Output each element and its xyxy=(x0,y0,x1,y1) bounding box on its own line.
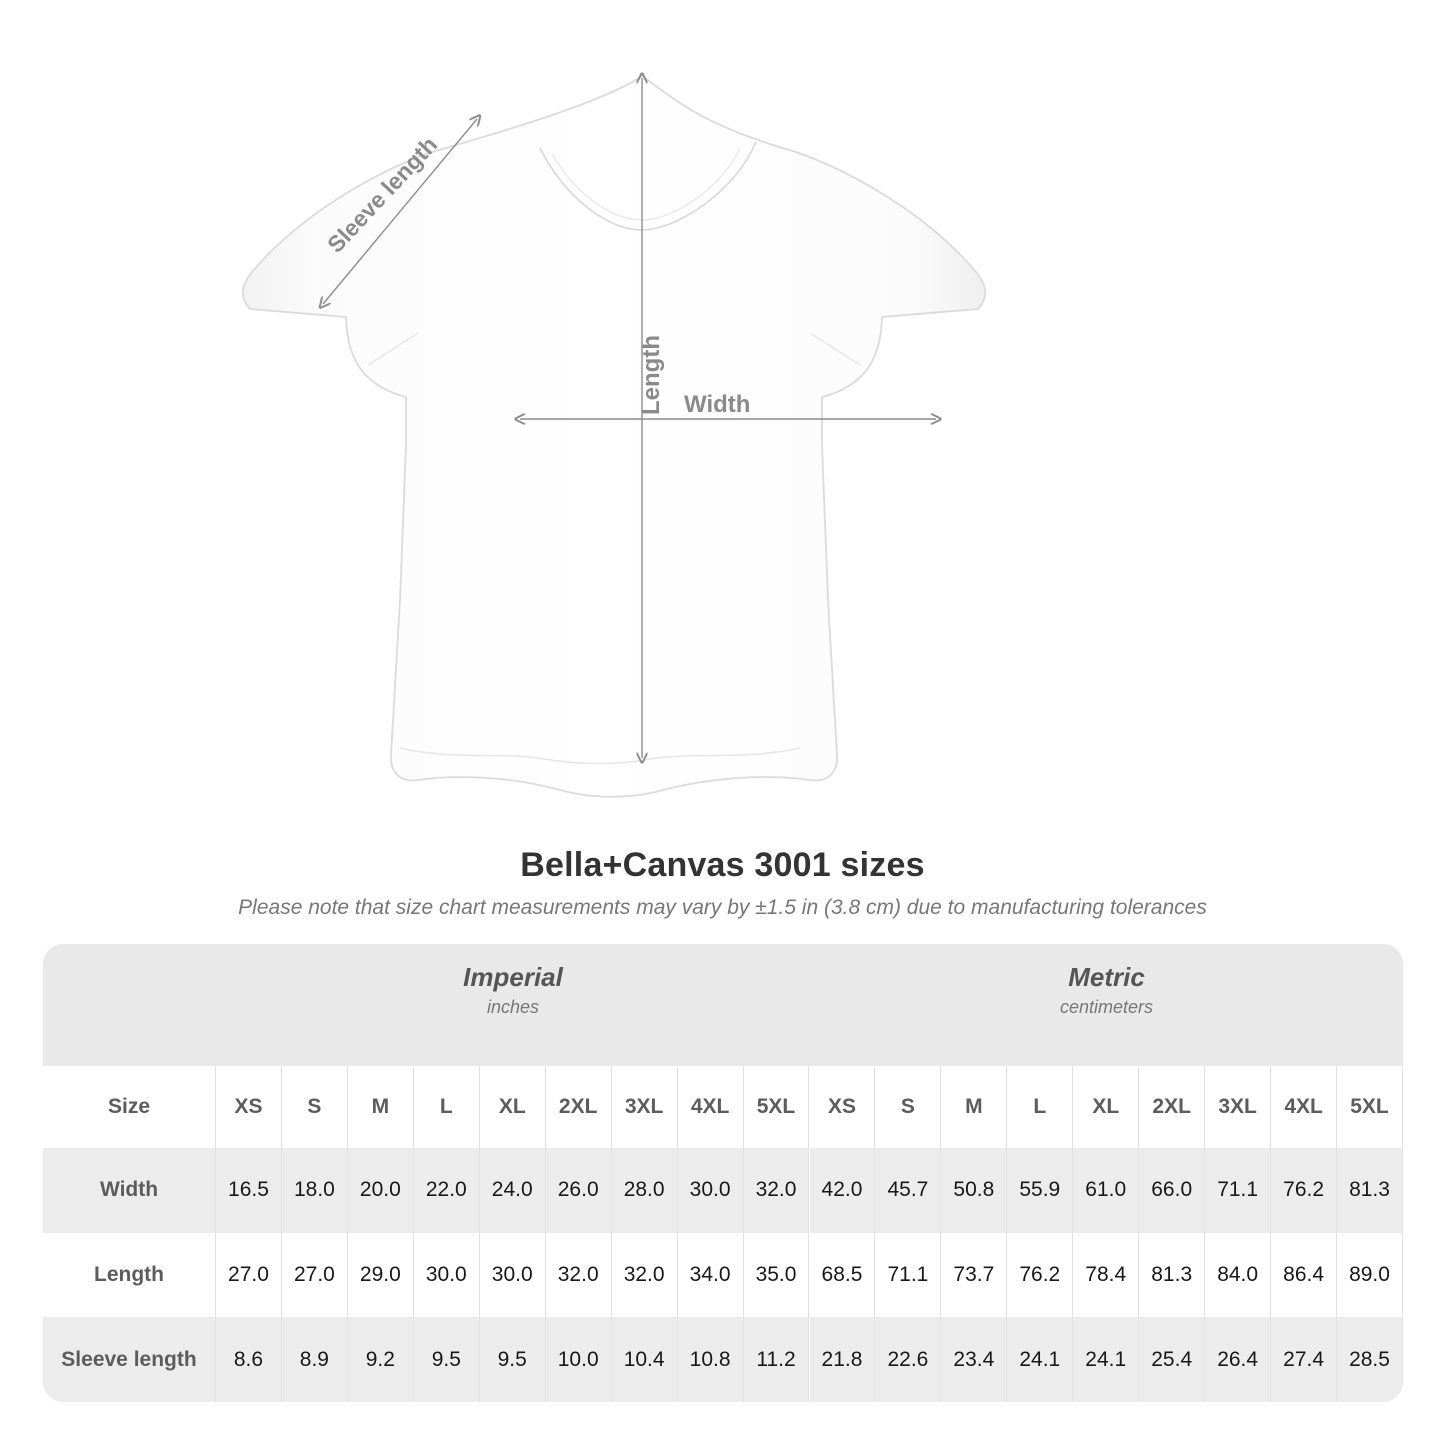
svg-text:Length: Length xyxy=(638,335,665,415)
svg-text:Width: Width xyxy=(684,391,750,418)
